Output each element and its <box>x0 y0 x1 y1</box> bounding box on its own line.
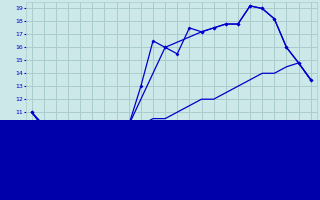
X-axis label: Graphe des températures (°c): Graphe des températures (°c) <box>100 175 242 184</box>
